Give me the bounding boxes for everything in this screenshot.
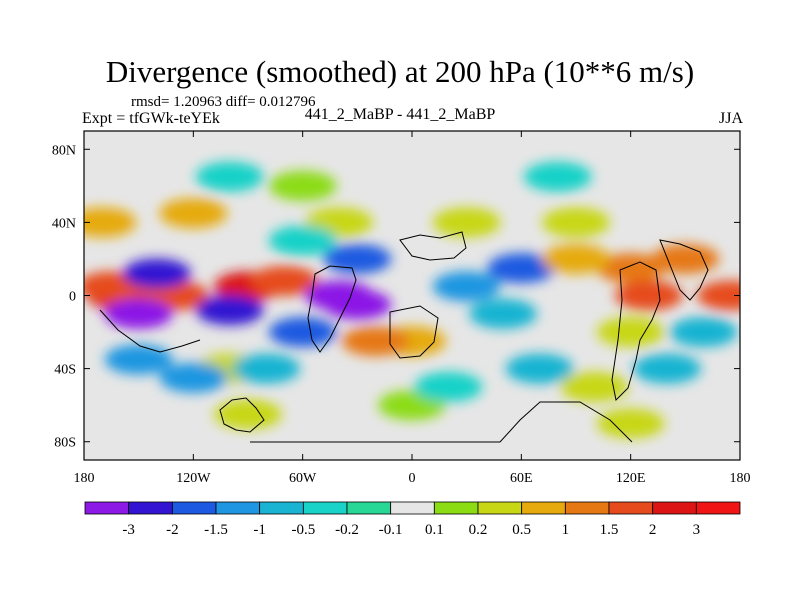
field-cell-23 (159, 198, 228, 229)
field-cell-40 (596, 317, 665, 348)
colorbar-swatch-8 (433, 501, 479, 515)
colorbar-label-3: -1 (253, 522, 266, 538)
x-tick-label-4: 60E (510, 471, 533, 486)
colorbar-swatch-4 (259, 501, 304, 515)
field-cell-14 (469, 298, 538, 329)
field-cell-11 (323, 243, 392, 274)
field-cell-25 (432, 207, 501, 238)
field-cell-41 (669, 317, 738, 348)
field-cell-22 (84, 207, 137, 238)
colorbar-label-11: 1.5 (600, 522, 619, 538)
field-cell-28 (104, 344, 173, 375)
colorbar-label-8: 0.2 (469, 522, 488, 538)
field-cell-13 (487, 253, 556, 284)
x-tick-label-3: 0 (409, 471, 416, 486)
field-cell-2 (250, 265, 319, 296)
y-tick-label-3: 40S (54, 363, 76, 378)
field-cell-38 (523, 161, 592, 192)
coastline-outline (99, 231, 709, 443)
field-cell-18 (696, 280, 740, 311)
experiment-label: Expt = tfGWk-teYEk (82, 110, 220, 127)
colorbar-label-5: -0.2 (335, 522, 359, 538)
field-cell-43 (268, 225, 337, 256)
x-tick-label-2: 60W (289, 471, 317, 486)
colorbar-swatch-1 (128, 501, 173, 515)
colorbar-swatch-13 (652, 501, 697, 515)
colorbar-label-4: -0.5 (291, 522, 315, 538)
field-cell-10 (268, 317, 337, 348)
colorbar-swatch-7 (390, 501, 435, 515)
field-cell-17 (651, 243, 720, 274)
colorbar-label-1: -2 (166, 522, 179, 538)
field-cell-21 (341, 326, 410, 357)
colorbar-swatch-2 (171, 501, 217, 515)
colorbar-swatch-12 (608, 501, 654, 515)
x-tick-label-1: 120W (176, 471, 211, 486)
colorbar: -3 -2 -1.5 -1 -0.5 -0.2 -0.1 0.1 0.2 0.5 1 1.5 2 3 (84, 501, 741, 538)
field-cell-39 (195, 161, 264, 192)
colorbar-swatch-14 (695, 501, 741, 515)
field-cell-15 (596, 253, 665, 284)
x-tick-label-0: 180 (74, 471, 95, 486)
chart-title: Divergence (smoothed) at 200 hPa (10**6 … (105, 54, 695, 89)
y-tick-label-0: 80N (52, 143, 76, 158)
field-cell-32 (633, 353, 702, 384)
colorbar-swatch-9 (477, 501, 523, 515)
field-cell-34 (214, 399, 282, 430)
field-cell-8 (122, 258, 191, 289)
colorbar-swatch-3 (215, 501, 261, 515)
field-cell-26 (542, 207, 610, 238)
season-label: JJA (718, 110, 743, 127)
colorbar-label-13: 3 (693, 522, 701, 538)
field-cell-35 (596, 408, 665, 439)
colorbar-swatch-10 (521, 501, 566, 515)
colorbar-label-12: 2 (649, 522, 657, 538)
field-cell-7 (104, 298, 173, 329)
y-tick-label-2: 0 (69, 290, 76, 305)
field-cell-42 (414, 371, 483, 402)
colorbar-swatch-6 (346, 501, 392, 515)
field-cell-9 (195, 295, 264, 326)
field-cell-12 (432, 271, 501, 302)
x-tick-label-6: 180 (730, 471, 751, 486)
field-cell-16 (614, 280, 683, 311)
field-cell-33 (560, 371, 629, 402)
y-tick-label-4: 80S (54, 436, 76, 451)
field-cell-30 (232, 353, 301, 384)
rmsd-diff-stats: rmsd= 1.20963 diff= 0.012796 (131, 94, 316, 110)
colorbar-swatch-11 (564, 501, 610, 515)
field-cell-29 (159, 362, 228, 393)
x-axis: 180 120W 60W 0 60E 120E 180 (74, 131, 751, 486)
colorbar-swatch-0 (84, 501, 130, 515)
y-axis: 80N 40N 0 40S 80S (52, 143, 740, 451)
field-cell-37 (268, 170, 337, 201)
field-cell-31 (505, 353, 574, 384)
colorbar-label-7: 0.1 (425, 522, 444, 538)
colorbar-label-9: 0.5 (512, 522, 531, 538)
colorbar-label-2: -1.5 (204, 522, 228, 538)
y-tick-label-1: 40N (52, 216, 76, 231)
field-cell-6 (323, 289, 392, 320)
colorbar-label-0: -3 (122, 522, 135, 538)
case-comparison-label: 441_2_MaBP - 441_2_MaBP (304, 106, 496, 123)
colorbar-label-10: 1 (562, 522, 570, 538)
field-cell-19 (542, 243, 610, 274)
x-tick-label-5: 120E (616, 471, 646, 486)
divergence-field (84, 161, 740, 439)
colorbar-label-6: -0.1 (379, 522, 403, 538)
colorbar-swatch-5 (302, 501, 348, 515)
